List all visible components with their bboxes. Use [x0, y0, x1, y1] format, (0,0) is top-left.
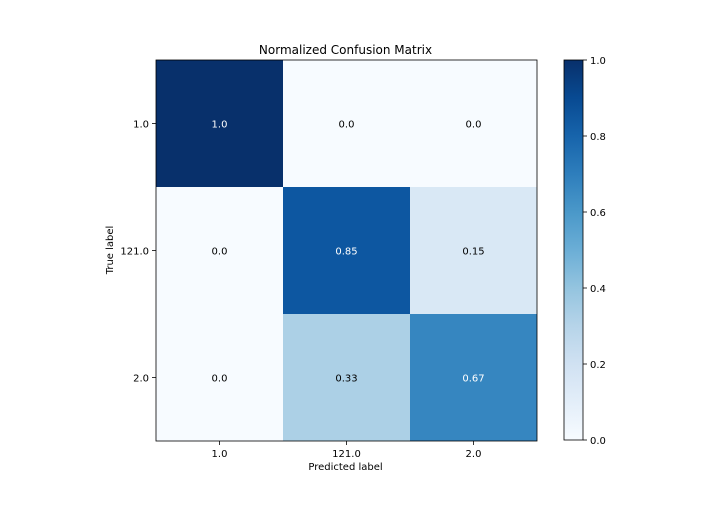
heatmap-cell [410, 60, 537, 187]
colorbar-tick-label: 0.2 [590, 360, 606, 371]
colorbar-gradient [563, 59, 584, 441]
heatmap-cell [156, 187, 283, 314]
cell-value-label: 0.0 [466, 120, 482, 131]
colorbar-tick-label: 1.0 [590, 56, 606, 67]
x-tick-label: 2.0 [466, 449, 482, 460]
heatmap-cell [283, 187, 410, 314]
heatmap-cell [156, 60, 283, 187]
heatmap-cell [410, 314, 537, 441]
cell-value-label: 0.33 [335, 374, 357, 385]
heatmap-cell [410, 187, 537, 314]
colorbar-tick-label: 0.0 [590, 436, 606, 447]
colorbar-tick-label: 0.4 [590, 284, 606, 295]
x-tick-label: 1.0 [212, 449, 228, 460]
cell-value-label: 1.0 [212, 120, 228, 131]
colorbar-tick-label: 0.6 [590, 208, 606, 219]
x-axis-ticks: 1.0 121.0 2.0 [212, 441, 482, 460]
y-tick-label: 1.0 [133, 120, 149, 131]
heatmap-cell-labels: 1.0 0.0 0.0 0.0 0.85 0.15 0.0 0.33 0.67 [212, 120, 485, 385]
colorbar-tick-label: 0.8 [590, 132, 606, 143]
y-axis-ticks: 1.0 121.0 2.0 [120, 120, 156, 385]
cell-value-label: 0.0 [212, 247, 228, 258]
cell-value-label: 0.0 [339, 120, 355, 131]
heatmap-cell [283, 60, 410, 187]
cell-value-label: 0.85 [335, 247, 357, 258]
x-axis-label: Predicted label [308, 462, 382, 473]
colorbar: 0.0 0.2 0.4 0.6 0.8 1.0 [563, 56, 606, 447]
y-tick-label: 121.0 [120, 247, 149, 258]
chart-title: Normalized Confusion Matrix [259, 43, 432, 57]
x-tick-label: 121.0 [332, 449, 361, 460]
y-axis-label: True label [105, 226, 116, 276]
y-tick-label: 2.0 [133, 374, 149, 385]
cell-value-label: 0.67 [462, 374, 484, 385]
heatmap-cells [156, 60, 537, 441]
plot-frame [155, 59, 538, 442]
cell-value-label: 0.15 [462, 247, 484, 258]
heatmap-cell [156, 314, 283, 441]
heatmap-cell [283, 314, 410, 441]
cell-value-label: 0.0 [212, 374, 228, 385]
